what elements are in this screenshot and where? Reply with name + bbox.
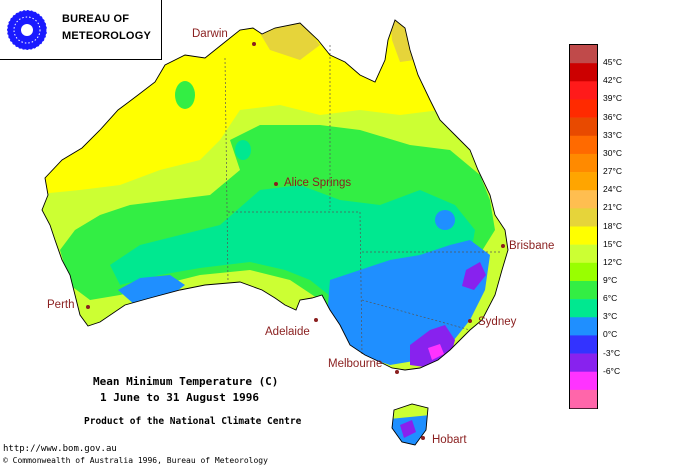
zone-minus3-0: [428, 344, 444, 360]
legend-swatch: [570, 353, 597, 372]
legend-label: 12°C: [603, 256, 622, 267]
legend-label: -3°C: [603, 347, 621, 358]
city-label-brisbane: Brisbane: [509, 240, 555, 252]
city-label-sydney: Sydney: [478, 316, 517, 328]
map-product-note: Product of the National Climate Centre: [84, 416, 302, 427]
legend-label: 30°C: [603, 147, 622, 158]
zone-0-3-tas: [400, 420, 416, 438]
legend-label: 36°C: [603, 111, 622, 122]
spot-tanami: [235, 140, 251, 160]
hobart-marker: [421, 436, 425, 440]
legend-swatch: [570, 299, 597, 318]
state-borders: [224, 45, 500, 356]
legend-swatch: [570, 117, 597, 137]
legend-label: 39°C: [603, 93, 622, 104]
legend-swatch: [570, 190, 597, 209]
legend-swatch: [570, 135, 597, 155]
legend-swatch: [570, 81, 597, 100]
legend-label: 45°C: [603, 57, 622, 68]
spot-kimberley: [175, 81, 195, 109]
city-label-hobart: Hobart: [432, 434, 467, 446]
brisbane-marker: [501, 244, 505, 248]
footer-url: http://www.bom.gov.au: [3, 444, 117, 454]
sydney-marker: [468, 319, 472, 323]
legend-swatch: [570, 45, 597, 64]
legend-label: 21°C: [603, 202, 622, 213]
city-label-perth: Perth: [47, 299, 75, 311]
spot-qld: [435, 210, 455, 230]
legend-swatch: [570, 99, 597, 118]
legend-label: 42°C: [603, 75, 622, 86]
city-label-darwin: Darwin: [192, 28, 228, 40]
org-name-line2: METEOROLOGY: [62, 30, 151, 42]
legend-label: 24°C: [603, 184, 622, 195]
map-title: Mean Minimum Temperature (C): [93, 375, 279, 388]
legend-swatch: [570, 208, 597, 227]
melbourne-marker: [395, 370, 399, 374]
legend-swatch: [570, 389, 597, 409]
legend-bar: [569, 44, 598, 409]
legend-swatch: [570, 317, 597, 336]
legend-swatch: [570, 63, 597, 82]
adelaide-marker: [314, 318, 318, 322]
legend-label: 15°C: [603, 238, 622, 249]
legend-label: 6°C: [603, 293, 618, 304]
legend-swatch: [570, 371, 597, 391]
coastline: [41, 19, 509, 446]
zone-0-3-nsw: [462, 262, 486, 290]
legend-swatch: [570, 172, 597, 191]
legend-swatch: [570, 244, 597, 264]
legend-label: 33°C: [603, 129, 622, 140]
legend-label: 0°C: [603, 329, 618, 340]
darwin-marker: [252, 42, 256, 46]
legend-swatch: [570, 280, 597, 300]
city-label-alice-springs: Alice Springs: [284, 177, 352, 189]
org-name-line1: BUREAU OF: [62, 13, 130, 25]
perth-marker: [86, 305, 90, 309]
city-label-adelaide: Adelaide: [265, 326, 310, 338]
bom-logo-box: BUREAU OF METEOROLOGY: [0, 0, 162, 60]
city-markers: [86, 42, 505, 440]
legend-label: 27°C: [603, 166, 622, 176]
legend-label: 9°C: [603, 274, 618, 285]
footer-copyright: © Commonwealth of Australia 1996, Bureau…: [3, 456, 268, 465]
map-period: 1 June to 31 August 1996: [100, 391, 259, 404]
bom-seal-icon: [6, 9, 48, 51]
legend-swatch: [570, 262, 597, 282]
legend-swatch: [570, 226, 597, 245]
city-label-melbourne: Melbourne: [328, 358, 383, 370]
legend-label: 3°C: [603, 311, 618, 322]
legend-label: 18°C: [603, 220, 622, 231]
legend-label: -6°C: [603, 365, 621, 376]
legend-swatch: [570, 153, 597, 173]
alice-springs-marker: [274, 182, 278, 186]
legend-swatch: [570, 335, 597, 354]
